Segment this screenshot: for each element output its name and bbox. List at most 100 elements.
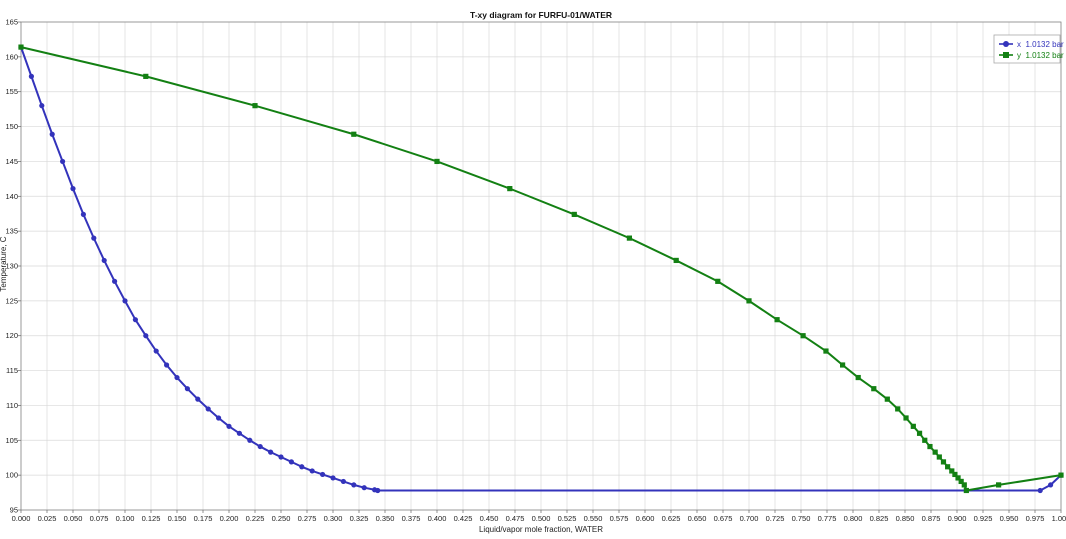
x-tick-label: 0.900 <box>948 514 967 523</box>
data-point <box>1058 472 1064 478</box>
x-tick-label: 0.400 <box>428 514 447 523</box>
data-point <box>884 396 890 402</box>
data-point <box>49 131 55 137</box>
y-tick-label: 165 <box>5 18 18 27</box>
legend-marker-x <box>1003 41 1009 47</box>
x-tick-label: 0.825 <box>870 514 889 523</box>
data-point <box>871 386 877 392</box>
grid-lines <box>20 21 1062 511</box>
x-tick-label: 0.000 <box>12 514 31 523</box>
data-point <box>963 487 969 494</box>
data-point <box>571 211 577 218</box>
x-tick-label: 0.725 <box>766 514 785 523</box>
x-tick-label: 0.550 <box>584 514 603 523</box>
x-tick-label: 0.175 <box>194 514 213 523</box>
data-point <box>823 348 829 354</box>
x-tick-label: 0.350 <box>376 514 395 523</box>
x-tick-label: 0.850 <box>896 514 915 523</box>
data-point <box>299 464 305 470</box>
x-tick-label: 0.750 <box>792 514 811 523</box>
data-point <box>309 468 315 474</box>
x-tick-label: 0.250 <box>272 514 291 523</box>
x-tick-label: 0.275 <box>298 514 317 523</box>
y-tick-label: 110 <box>6 401 18 410</box>
data-point <box>184 386 190 392</box>
x-tick-label: 0.625 <box>662 514 681 523</box>
data-point <box>112 278 118 284</box>
x-tick-label: 0.525 <box>558 514 577 523</box>
data-point <box>1037 487 1043 494</box>
x-tick-label: 0.950 <box>1000 514 1019 523</box>
legend-marker-y <box>1003 52 1009 58</box>
data-point <box>949 468 955 474</box>
data-point <box>132 317 138 323</box>
x-tick-label: 0.775 <box>818 514 837 523</box>
data-point <box>195 396 201 402</box>
data-point <box>70 186 76 192</box>
y-tick-label: 135 <box>5 227 18 236</box>
data-point <box>216 415 222 421</box>
y-tick-label: 115 <box>6 366 18 375</box>
data-point <box>932 449 938 455</box>
data-point <box>855 374 861 381</box>
x-tick-label: 0.025 <box>38 514 57 523</box>
data-point <box>375 487 381 494</box>
data-point <box>80 211 86 218</box>
y-tick-label: 160 <box>5 52 18 61</box>
chart-title: T-xy diagram for FURFU-01/WATER <box>470 10 612 20</box>
x-tick-label: 0.375 <box>402 514 421 523</box>
y-axis-title: Temperature, C <box>0 236 8 291</box>
data-point <box>122 298 128 304</box>
data-point <box>226 423 232 429</box>
data-point <box>288 459 294 465</box>
x-tick-label: 0.650 <box>688 514 707 523</box>
data-point <box>320 471 326 478</box>
y-tick-label: 125 <box>5 296 18 305</box>
data-point <box>916 430 923 436</box>
y-tick-label: 145 <box>5 157 18 166</box>
data-point <box>257 443 263 450</box>
data-point <box>18 44 24 50</box>
data-point <box>153 348 159 354</box>
x-tick-label: 0.875 <box>922 514 941 523</box>
data-point <box>278 454 284 460</box>
data-point <box>673 257 679 264</box>
series-x <box>18 44 1064 494</box>
x-tick-label: 0.975 <box>1026 514 1045 523</box>
data-point <box>205 406 211 412</box>
data-point <box>895 406 901 412</box>
data-point <box>958 478 964 485</box>
x-tick-label: 1.000 <box>1052 514 1066 523</box>
x-tick-label: 0.100 <box>116 514 135 523</box>
x-tick-label: 0.475 <box>506 514 525 523</box>
x-tick-label: 0.450 <box>480 514 499 523</box>
data-point <box>91 235 97 241</box>
y-tick-label: 95 <box>10 506 18 515</box>
x-tick-label: 0.800 <box>844 514 863 523</box>
data-point <box>143 73 149 79</box>
y-axis-ticks: 95 100 105 110 115 120 125 130 135 140 145 150 155 16… <box>5 18 21 515</box>
data-point <box>840 362 846 368</box>
legend: x 1.0132 bar y 1.0132 bar <box>993 34 1064 64</box>
data-point <box>903 415 909 421</box>
data-point <box>1048 482 1054 488</box>
x-tick-label: 0.325 <box>350 514 369 523</box>
data-point <box>952 471 958 478</box>
x-tick-label: 0.125 <box>142 514 161 523</box>
x-tick-label: 0.700 <box>740 514 759 523</box>
y-tick-label: 100 <box>5 471 18 480</box>
y-tick-label: 130 <box>5 262 18 271</box>
x-tick-label: 0.200 <box>220 514 239 523</box>
y-tick-label: 120 <box>5 331 18 340</box>
data-point <box>60 158 66 165</box>
data-point <box>961 482 967 488</box>
data-point <box>626 235 632 241</box>
x-tick-label: 0.575 <box>610 514 629 523</box>
data-point <box>936 454 942 460</box>
data-point <box>945 464 951 470</box>
data-point <box>922 437 928 443</box>
data-point <box>143 333 149 339</box>
data-point <box>940 459 947 465</box>
